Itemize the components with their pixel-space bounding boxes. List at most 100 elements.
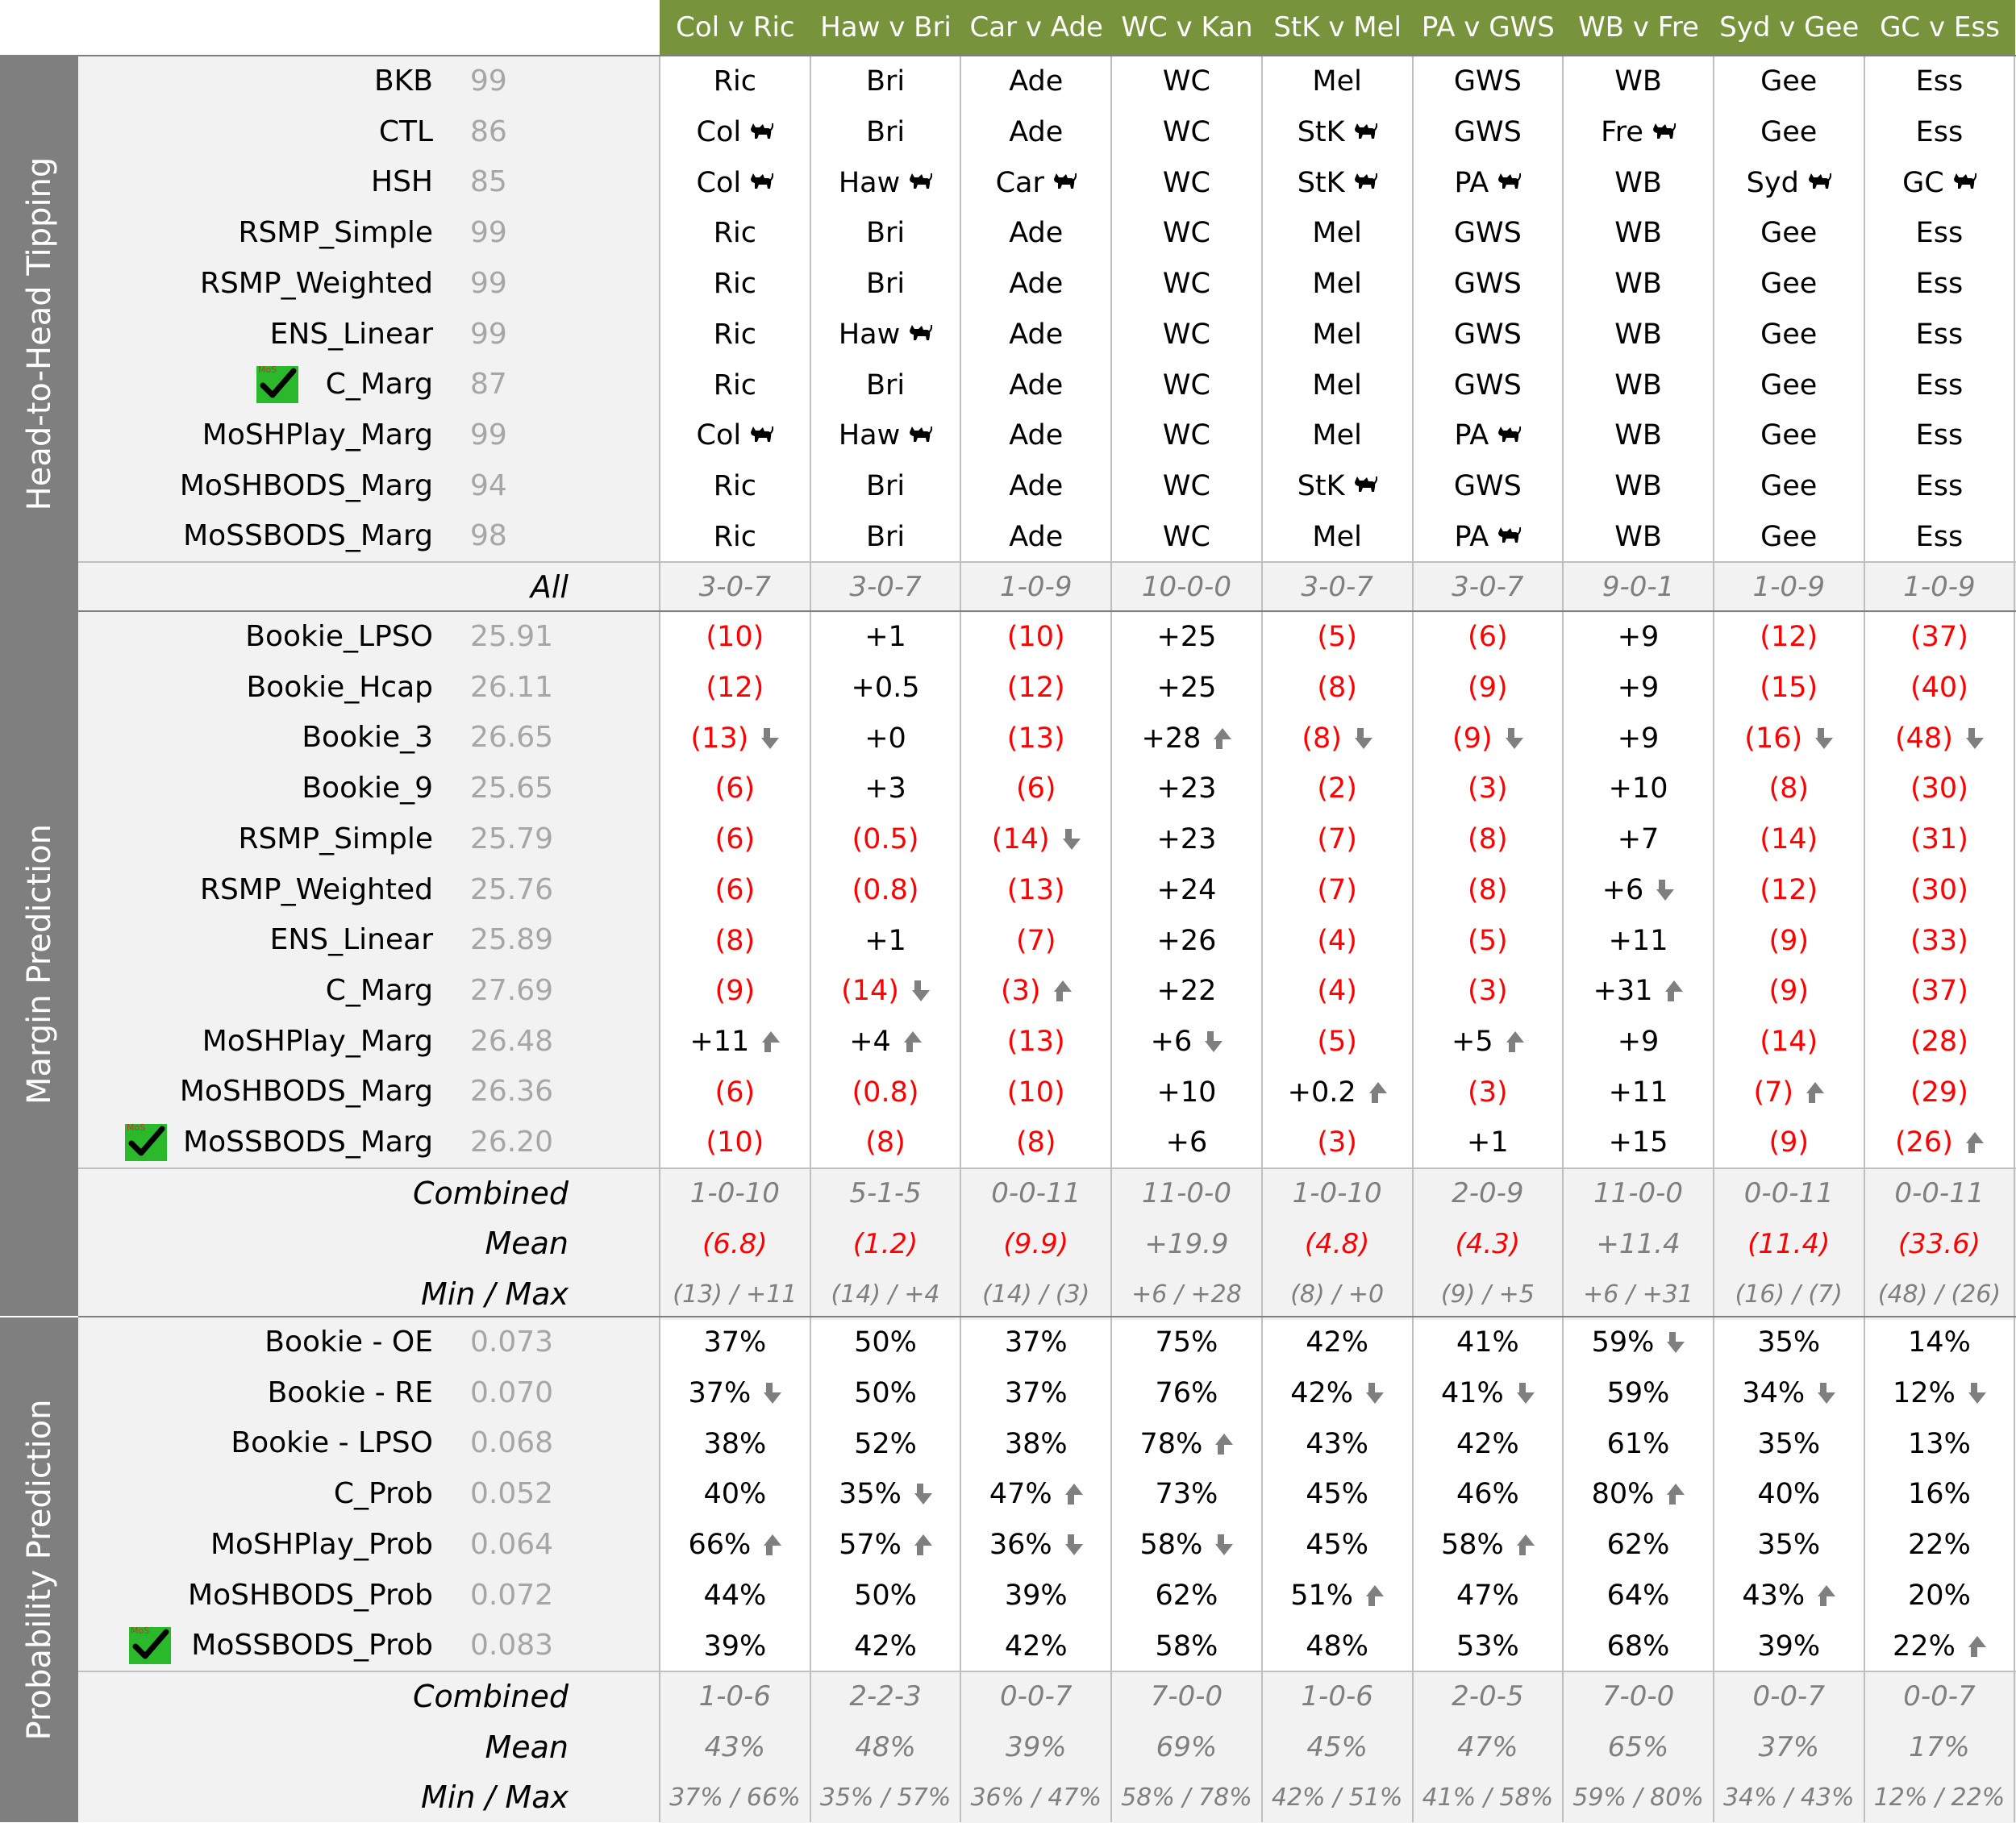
prob-cell: 34%	[1714, 1368, 1864, 1419]
prob-cell: 37%	[960, 1317, 1111, 1368]
prob-value: 14%	[1908, 1326, 1971, 1359]
arrow-down-icon	[1650, 879, 1675, 901]
model-name: MoSHPlay_Marg	[202, 418, 433, 452]
margin-value: (0.8)	[852, 873, 919, 906]
prob-cell: 75%	[1111, 1317, 1262, 1368]
margin-cell: (7)	[960, 915, 1111, 966]
margin-value: +9	[1617, 672, 1660, 705]
tip-team: Car	[995, 166, 1044, 199]
arrow-up-icon	[1360, 1584, 1385, 1606]
all-record: 1-0-9	[1752, 571, 1825, 604]
tip-team: StK	[1297, 116, 1345, 149]
tip-cell: Gee	[1714, 360, 1864, 410]
tip-team: PA	[1454, 419, 1489, 452]
prob-cell: 41%	[1413, 1317, 1564, 1368]
model-score: 99	[470, 65, 507, 98]
margin-cell: (14)	[1714, 1017, 1864, 1068]
prob-cell: 39%	[660, 1621, 810, 1671]
prob-cell: 43%	[1714, 1571, 1864, 1621]
margin-cell: (0.5)	[810, 814, 961, 865]
prob-value: 53%	[1456, 1629, 1519, 1663]
tip-team: Ric	[713, 368, 756, 402]
margin-cell: (15)	[1714, 663, 1864, 714]
prob-cell: 22%	[1864, 1621, 2015, 1671]
cat-icon	[908, 171, 933, 194]
model-name: RSMP_Simple	[238, 822, 433, 855]
combined-label: Combined	[412, 1678, 569, 1714]
tip-team: Syd	[1746, 166, 1799, 199]
tip-team: WB	[1614, 520, 1662, 553]
margin-value: (6)	[714, 1076, 756, 1109]
row-divider	[0, 610, 2016, 612]
prob-value: 66%	[688, 1529, 752, 1562]
tip-cell: Gee	[1714, 410, 1864, 461]
margin-value: (33)	[1910, 924, 1968, 957]
row-divider	[78, 1167, 2016, 1169]
prob-cell: 59%	[1563, 1317, 1714, 1368]
row-divider	[0, 55, 2016, 56]
prob-value: 75%	[1155, 1326, 1218, 1359]
tip-cell: Ess	[1864, 461, 2015, 512]
tip-team: StK	[1297, 166, 1345, 199]
model-name: Bookie_Hcap	[246, 670, 433, 704]
tip-cell: Ess	[1864, 107, 2015, 158]
margin-cell: +4	[810, 1017, 961, 1068]
margin-value: (30)	[1910, 772, 1968, 805]
tip-team: Gee	[1760, 268, 1818, 301]
arrow-down-icon	[1056, 829, 1081, 851]
tip-cell: WC	[1111, 259, 1262, 310]
tip-team: WC	[1162, 268, 1210, 301]
margin-value: (14)	[991, 823, 1050, 856]
tip-team: Mel	[1312, 268, 1362, 301]
tip-team: WC	[1162, 166, 1210, 199]
tip-cell: WB	[1563, 56, 1714, 107]
game-header: PA v GWS	[1412, 0, 1564, 55]
prob-cell: 45%	[1262, 1469, 1413, 1520]
column-divider	[810, 55, 811, 1822]
prob-value: 58%	[1440, 1529, 1504, 1562]
margin-value: (14)	[1760, 823, 1818, 856]
margin-value: (40)	[1910, 672, 1968, 705]
prob-cell: 50%	[810, 1317, 961, 1368]
tip-team: Gee	[1760, 217, 1818, 250]
margin-cell: +25	[1111, 612, 1262, 663]
prob-value: 40%	[703, 1478, 767, 1511]
margin-value: (12)	[706, 672, 764, 705]
margin-cell: (4)	[1262, 966, 1413, 1017]
margin-value: (37)	[1910, 975, 1968, 1008]
tip-cell: Gee	[1714, 107, 1864, 158]
arrow-up-icon	[1660, 1484, 1685, 1505]
model-name: CTL	[378, 114, 433, 148]
margin-cell: (29)	[1864, 1067, 2015, 1118]
margin-value: (7)	[1753, 1076, 1794, 1109]
prob-value: 20%	[1908, 1579, 1971, 1612]
all-record: 1-0-9	[1000, 571, 1073, 604]
min-max-value: (13) / +11	[673, 1280, 798, 1309]
margin-cell: (16)	[1714, 713, 1864, 764]
arrow-down-icon	[1348, 727, 1372, 749]
margin-cell: +9	[1563, 1017, 1714, 1068]
mos-badge-text: MoS	[258, 364, 277, 376]
prob-value: 35%	[1757, 1427, 1821, 1460]
margin-value: +11	[1608, 1076, 1668, 1109]
model-name: C_Marg	[325, 368, 433, 402]
cat-icon	[908, 424, 933, 447]
model-score: 26.20	[470, 1126, 554, 1159]
margin-cell: (7)	[1714, 1067, 1864, 1118]
prob-value: 39%	[1004, 1579, 1068, 1612]
margin-cell: +3	[810, 764, 961, 814]
model-name: Bookie - RE	[267, 1376, 433, 1409]
tip-cell: WB	[1563, 259, 1714, 310]
prob-value: 58%	[1139, 1529, 1203, 1562]
best-model-check-icon: MoS	[125, 1122, 167, 1161]
tip-team: Haw	[838, 318, 901, 351]
prob-value: 45%	[1306, 1529, 1369, 1562]
model-score: 25.79	[470, 822, 554, 855]
margin-value: (6)	[1468, 621, 1508, 654]
prob-value: 39%	[1757, 1629, 1821, 1663]
prob-value: 52%	[854, 1427, 917, 1460]
tip-team: WB	[1614, 419, 1662, 452]
tip-team: WB	[1614, 65, 1662, 98]
prob-cell: 38%	[960, 1418, 1111, 1469]
tip-team: WB	[1614, 217, 1662, 250]
